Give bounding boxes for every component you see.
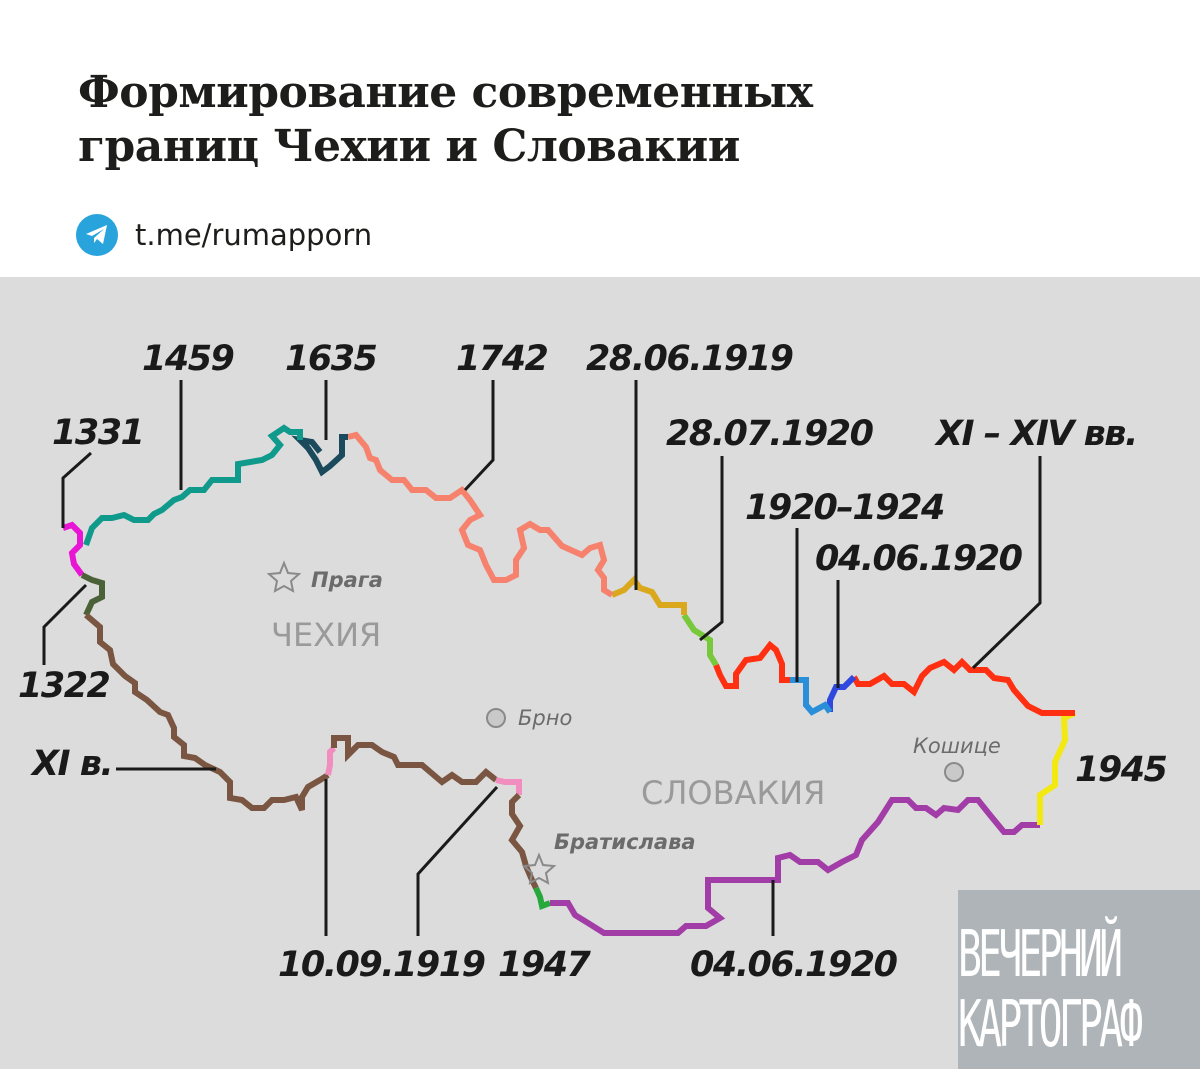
border-xi-century — [84, 612, 330, 812]
title-line-2: границ Чехии и Словакии — [78, 121, 740, 172]
border-1947 — [533, 886, 552, 911]
header: Формирование современных границ Чехии и … — [0, 0, 1200, 277]
label-10-09-1919: 10.09.1919 — [278, 945, 485, 985]
callout-28-07-1920 — [699, 456, 724, 642]
city-brno: Брно — [518, 706, 572, 730]
watermark-logo: ВЕЧЕРНИЙ КАРТОГРАФ — [958, 890, 1200, 1069]
title-line-1: Формирование современных — [78, 67, 813, 118]
bratislava-capital-star-icon — [521, 852, 557, 885]
watermark-line-2: КАРТОГРАФ — [958, 988, 1143, 1062]
border-xi-century-south — [331, 735, 498, 786]
label-04-06-1920-south: 04.06.1920 — [690, 945, 898, 985]
border-10-09-1919-east — [495, 777, 522, 795]
label-1635: 1635 — [285, 339, 377, 379]
cities: Прага Брно Кошице Братислава — [266, 560, 1001, 885]
border-morava — [508, 792, 539, 890]
callout-1331 — [61, 451, 92, 528]
border-red-west — [713, 640, 790, 689]
label-28-07-1920: 28.07.1920 — [666, 414, 874, 454]
label-1742: 1742 — [456, 339, 548, 379]
callout-xi-xiv — [971, 456, 1042, 670]
watermark-line-1: ВЕЧЕРНИЙ — [958, 918, 1123, 992]
label-1459: 1459 — [142, 339, 234, 379]
year-labels: 1331 1459 1635 1742 28.06.1919 28.07.192… — [18, 339, 1168, 985]
border-1742 — [347, 431, 614, 598]
border-28-06-1919 — [610, 575, 687, 615]
paper-plane-icon — [86, 225, 107, 244]
callout-1322 — [42, 583, 88, 665]
border-1459 — [83, 424, 303, 546]
label-1945: 1945 — [1075, 750, 1167, 790]
label-28-06-1919: 28.06.1919 — [586, 339, 793, 379]
border-04-06-1920-south — [550, 797, 1040, 936]
border-10-09-1919 — [325, 745, 337, 776]
label-1331: 1331 — [52, 413, 143, 453]
label-1322: 1322 — [18, 666, 110, 706]
callout-lines — [42, 380, 1042, 936]
page-title: Формирование современных границ Чехии и … — [78, 66, 813, 174]
border-1945 — [1037, 710, 1077, 825]
label-04-06-1920-north: 04.06.1920 — [815, 539, 1023, 579]
border-lines — [62, 424, 1077, 936]
border-1322 — [80, 572, 105, 617]
callout-1742 — [463, 380, 495, 492]
country-slovakia: СЛОВАКИЯ — [641, 774, 825, 812]
kosice-city-icon — [944, 762, 964, 782]
brno-city-icon — [486, 708, 506, 728]
callout-10-09-1919-east — [416, 785, 499, 936]
telegram-link[interactable]: t.me/rumapporn — [135, 218, 373, 252]
city-prague: Прага — [311, 568, 383, 592]
label-xi-century: XI в. — [30, 744, 112, 784]
prague-capital-star-icon — [266, 560, 302, 593]
label-1947: 1947 — [498, 945, 592, 985]
border-xi-xiv-centuries — [851, 657, 1075, 716]
label-xi-xiv: XI – XIV вв. — [934, 414, 1137, 454]
countries: ЧЕХИЯ СЛОВАКИЯ — [271, 616, 825, 812]
border-1331 — [62, 521, 85, 577]
city-kosice: Кошице — [913, 734, 1001, 758]
border-28-07-1920 — [681, 613, 719, 667]
country-czech: ЧЕХИЯ — [271, 616, 381, 654]
city-bratislava: Братислава — [554, 830, 696, 854]
telegram-icon[interactable] — [76, 214, 118, 256]
border-1635 — [291, 434, 348, 477]
border-map: 1331 1459 1635 1742 28.06.1919 28.07.192… — [0, 277, 1200, 1069]
label-1920-1924: 1920–1924 — [745, 488, 944, 528]
telegram-row: t.me/rumapporn — [76, 214, 372, 256]
border-04-06-1920-north — [827, 674, 857, 712]
